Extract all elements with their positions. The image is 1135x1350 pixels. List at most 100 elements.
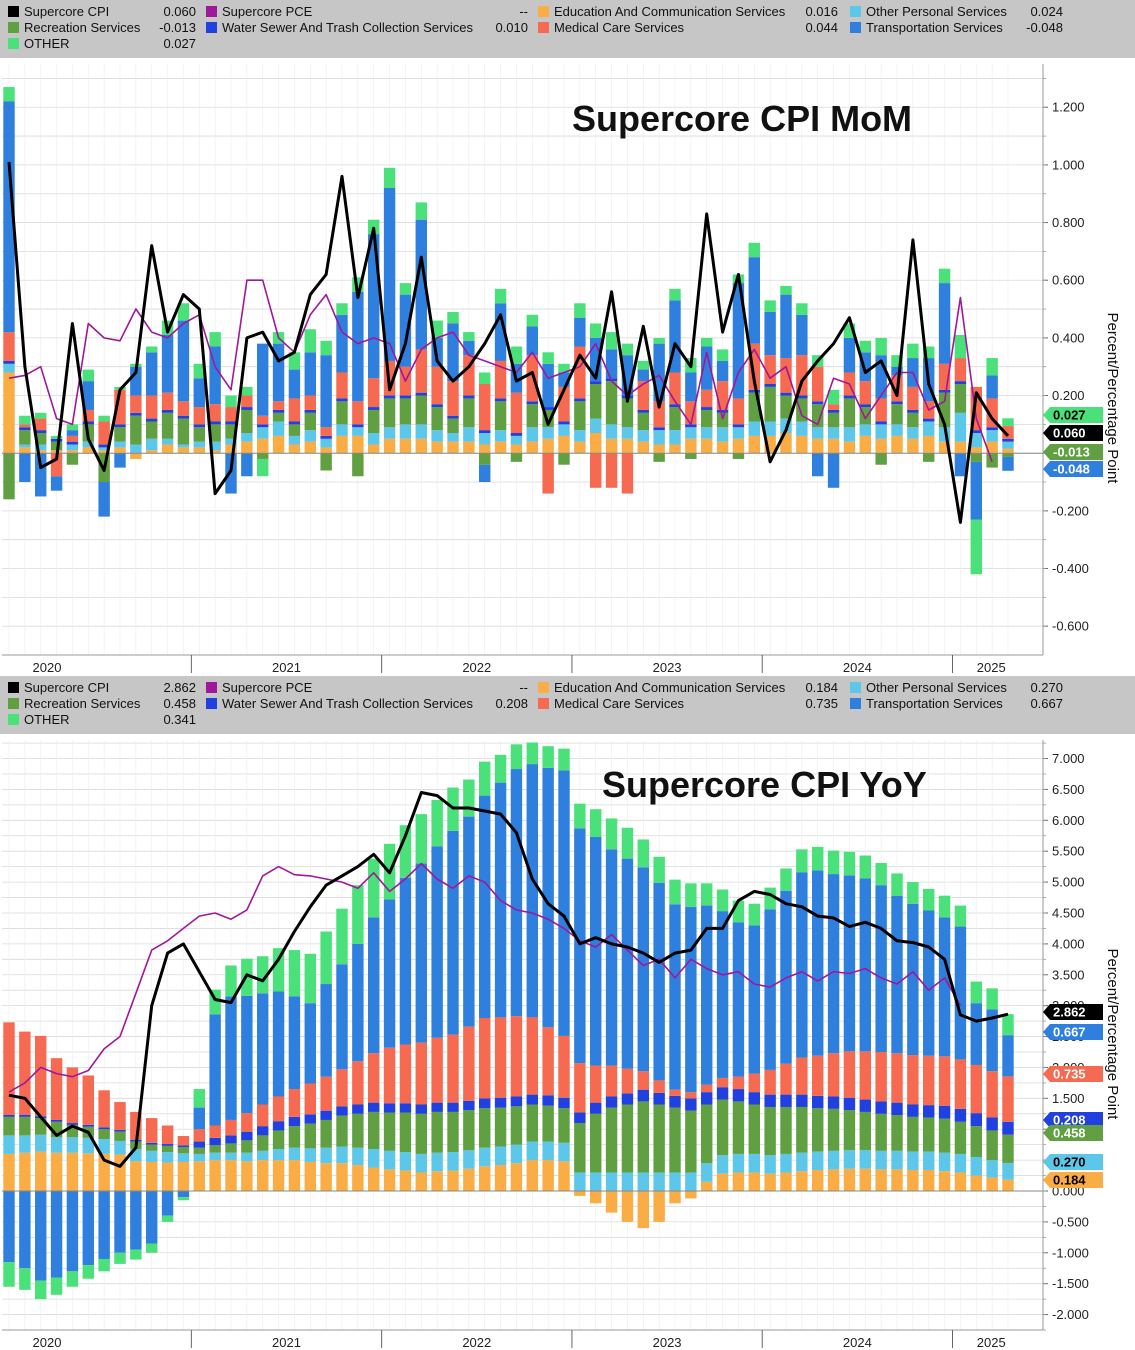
x-tick-label: 2020 [33,1335,62,1350]
bar-transportation-2022-11 [542,363,554,408]
chart-title: Supercore CPI YoY [602,764,927,805]
bar-medical-2022-01 [383,1047,396,1104]
bar-water-2023-03 [605,1096,618,1108]
bar-medical-2022-06 [463,355,475,396]
bar-recreation-2022-05 [447,418,459,434]
bar-other-2022-06 [463,332,475,341]
bar-water-2020-03 [35,430,47,434]
bar-other_personal-2024-01 [764,421,776,436]
bar-recreation-2021-03 [225,1143,237,1153]
bar-education-2024-09 [891,1169,903,1191]
legend-mom: Supercore CPI 0.060 Supercore PCE -- Educati… [0,0,1135,58]
bar-medical-2024-03 [796,1057,808,1095]
bar-other_personal-2023-06 [653,430,665,445]
end-tag-text: 0.208 [1053,1113,1086,1128]
bar-recreation-2021-08 [304,412,316,431]
legend-swatch [850,6,861,17]
bar-transportation-2021-12 [368,234,380,379]
bar-transportation-2021-04 [241,995,253,1114]
bar-education-2023-10 [716,441,729,454]
bar-transportation-2021-07 [288,996,301,1090]
bar-transportation-2020-07 [98,482,110,517]
bar-education-2022-10 [526,1160,538,1191]
bar-transportation-2025-01 [954,926,967,1060]
bar-education-2021-02 [209,450,221,454]
end-tag-transportation: 0.667 [1043,1024,1103,1040]
bar-other_personal-2021-07 [288,435,301,445]
bar-other-2021-10 [336,908,348,965]
bar-water-2024-12 [938,389,951,393]
bar-education-2023-11 [732,438,745,454]
bar-other_personal-2024-06 [843,1150,856,1169]
bar-recreation-2020-08 [114,1131,126,1141]
bar-water-2022-07 [479,430,491,434]
bar-other-2024-10 [907,343,919,359]
bar-medical-2022-05 [447,1034,459,1103]
bar-education-2025-04 [1002,448,1014,454]
bar-recreation-2023-04 [621,1104,634,1173]
bar-transportation-2021-05 [257,343,269,416]
bar-transportation-2023-08 [685,372,697,402]
bar-water-2021-09 [320,1110,332,1120]
legend-swatch [8,682,19,693]
bar-water-2021-09 [320,435,332,439]
bar-water-2024-04 [812,401,824,405]
bar-water-2020-05 [66,441,79,445]
y-tick-label: 1.500 [1052,1091,1085,1106]
bar-recreation-2025-03 [986,1130,998,1161]
bar-other-2023-04 [621,343,634,356]
bar-other_personal-2024-09 [891,1150,903,1170]
bar-other_personal-2023-04 [621,427,634,439]
bar-transportation-2024-12 [938,283,951,364]
bar-other_personal-2021-03 [225,1152,237,1161]
bar-recreation-2021-01 [193,1147,205,1154]
bar-recreation-2020-12 [177,1147,190,1154]
bar-transportation-2020-05 [66,1190,79,1272]
bar-transportation-2024-08 [875,885,887,1052]
bar-recreation-2023-09 [701,1104,713,1164]
bar-medical-2023-06 [653,1080,665,1093]
x-tick-label: 2024 [843,1335,872,1350]
bar-other_personal-2023-10 [716,427,729,442]
y-tick-label: 4.500 [1052,905,1085,920]
line-supercore_pce [8,862,962,1093]
legend-value: 0.341 [163,712,196,727]
bar-recreation-2021-04 [241,1140,253,1153]
bar-transportation-2022-11 [542,767,554,1028]
bar-medical-2022-12 [558,386,570,422]
legend-swatch [850,698,861,709]
y-tick-label: -0.400 [1052,561,1089,576]
bar-recreation-2020-05 [66,453,79,465]
bar-other_personal-2023-03 [605,1172,618,1191]
bar-education-2022-12 [558,1161,570,1191]
bar-medical-2020-04 [50,1058,63,1120]
bar-education-2024-04 [812,438,824,454]
bar-other_personal-2024-08 [875,424,887,439]
bar-recreation-2024-04 [812,1108,824,1152]
bar-recreation-2023-10 [716,412,729,428]
bar-transportation-2024-08 [875,355,887,399]
bar-medical-2022-08 [494,360,507,399]
bar-education-2024-12 [938,1171,951,1191]
bar-education-2021-11 [352,435,364,454]
bar-medical-2021-04 [241,1113,253,1132]
legend-label: Recreation Services [24,20,141,35]
bar-medical-2024-05 [827,404,840,410]
x-tick-label: 2022 [462,660,491,675]
bar-other_personal-2022-08 [494,1146,507,1166]
bar-education-2024-08 [875,438,887,454]
bar-education-2020-11 [161,1162,174,1191]
bar-medical-2021-09 [320,427,332,436]
bar-other-2023-07 [669,288,681,301]
legend-entry-supercore-cpi: Supercore CPI [8,680,109,696]
bar-recreation-2024-11 [923,453,935,462]
bar-water-2024-10 [907,1104,919,1117]
x-tick-label: 2020 [33,660,62,675]
bar-education-2024-06 [843,441,856,454]
bar-medical-2023-05 [637,381,649,410]
legend-value: 0.016 [805,4,838,19]
bar-medical-2020-10 [146,1118,158,1143]
bar-other_personal-2020-11 [161,1152,174,1163]
bar-water-2021-05 [257,1126,269,1136]
legend-value: -0.048 [1026,20,1063,35]
